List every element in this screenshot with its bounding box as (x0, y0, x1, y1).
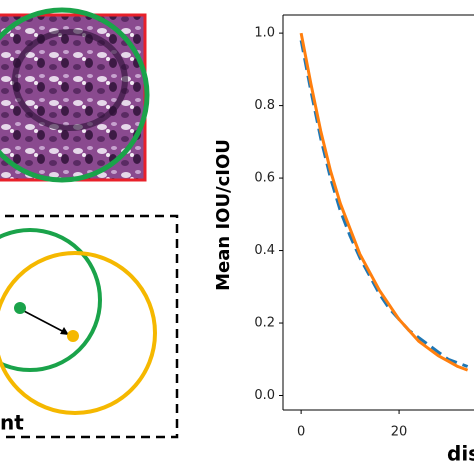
arrow-head (60, 327, 69, 335)
y-tick-label: 0.0 (254, 388, 275, 403)
panel-label: nt (0, 411, 24, 435)
glomerulus (12, 29, 128, 131)
y-tick-label: 0.6 (254, 171, 275, 186)
yellow-dot (67, 330, 79, 342)
green-dot (14, 302, 26, 314)
green-circle (0, 7, 150, 183)
series-line (299, 40, 469, 368)
chart: Mean IOU/cIOU dis 0.0 0.2 0.4 0.6 0.8 1.0 0 20 (213, 14, 474, 466)
x-tick-label: 20 (391, 425, 408, 440)
diagram-panel: nt (0, 214, 179, 439)
y-axis-label: Mean IOU/cIOU (213, 139, 234, 291)
dashed-box (0, 214, 179, 439)
green-ring (0, 228, 102, 372)
y-tick-label: 0.2 (254, 316, 275, 331)
arrow (21, 309, 67, 334)
y-tick-label: 0.8 (254, 98, 275, 113)
microscopy-panel (0, 7, 150, 183)
y-tick-label: 0.4 (254, 243, 275, 258)
x-axis-label: dis (447, 442, 474, 466)
x-tick-label: 0 (297, 425, 305, 440)
y-tick-label: 1.0 (254, 26, 275, 41)
series-line (299, 32, 469, 372)
yellow-ring (0, 251, 157, 415)
